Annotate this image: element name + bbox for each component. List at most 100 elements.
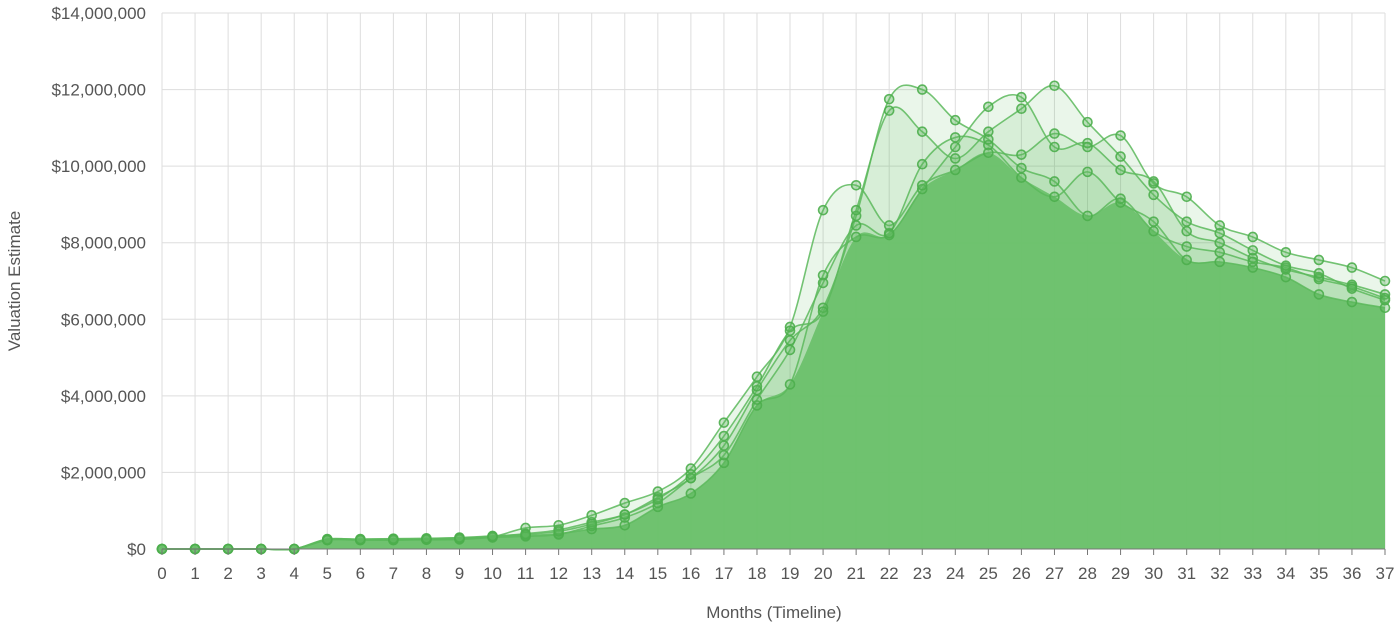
data-point[interactable] — [1148, 225, 1159, 237]
data-point[interactable] — [1313, 268, 1325, 279]
data-point[interactable] — [916, 84, 928, 95]
data-point[interactable] — [1049, 176, 1060, 187]
data-point[interactable] — [817, 277, 829, 289]
data-point[interactable] — [718, 430, 730, 442]
data-point[interactable] — [883, 220, 895, 231]
data-point[interactable] — [619, 519, 631, 531]
data-point[interactable] — [949, 153, 961, 164]
data-point[interactable] — [1049, 141, 1060, 153]
data-point[interactable] — [1247, 256, 1259, 268]
data-point[interactable] — [1247, 231, 1259, 243]
data-point[interactable] — [1379, 275, 1391, 287]
data-point[interactable] — [1049, 128, 1060, 139]
data-point[interactable] — [916, 126, 928, 137]
data-point[interactable] — [1082, 166, 1093, 178]
data-point[interactable] — [1181, 225, 1192, 237]
data-point[interactable] — [1115, 193, 1126, 204]
data-point[interactable] — [1214, 220, 1226, 231]
data-point[interactable] — [487, 530, 498, 542]
data-point[interactable] — [421, 532, 432, 544]
data-point[interactable] — [1148, 189, 1159, 201]
data-point[interactable] — [784, 379, 796, 390]
data-point[interactable] — [619, 512, 631, 523]
data-point[interactable] — [718, 440, 730, 451]
data-point[interactable] — [685, 488, 697, 499]
data-point[interactable] — [916, 158, 928, 170]
data-point[interactable] — [1346, 296, 1358, 308]
data-point[interactable] — [1313, 289, 1325, 300]
data-point[interactable] — [652, 486, 664, 497]
data-point[interactable] — [1214, 237, 1226, 249]
data-point[interactable] — [850, 179, 862, 191]
data-point[interactable] — [1346, 262, 1358, 273]
data-point[interactable] — [1379, 294, 1391, 306]
data-point[interactable] — [718, 457, 730, 469]
data-point[interactable] — [718, 449, 730, 461]
data-point[interactable] — [883, 93, 895, 105]
data-point[interactable] — [1082, 116, 1093, 128]
data-point[interactable] — [321, 534, 333, 546]
data-point[interactable] — [619, 497, 631, 509]
data-point[interactable] — [916, 179, 928, 191]
data-point[interactable] — [1148, 216, 1159, 227]
data-point[interactable] — [1049, 191, 1060, 203]
data-point[interactable] — [817, 269, 829, 281]
data-point[interactable] — [1247, 245, 1259, 256]
data-point[interactable] — [685, 469, 697, 480]
data-point[interactable] — [883, 105, 895, 116]
data-point[interactable] — [1016, 149, 1027, 160]
data-point[interactable] — [355, 533, 366, 545]
data-point[interactable] — [652, 493, 664, 505]
data-point[interactable] — [1115, 130, 1126, 141]
data-point[interactable] — [1280, 271, 1292, 283]
data-point[interactable] — [850, 220, 862, 231]
data-point[interactable] — [1115, 151, 1126, 162]
data-point[interactable] — [619, 509, 631, 520]
data-point[interactable] — [1016, 172, 1027, 183]
data-point[interactable] — [983, 126, 994, 137]
data-point[interactable] — [1313, 254, 1325, 266]
data-point[interactable] — [784, 335, 796, 346]
data-point[interactable] — [1181, 241, 1192, 252]
data-point[interactable] — [388, 533, 399, 544]
data-point[interactable] — [817, 306, 829, 317]
data-point[interactable] — [983, 101, 994, 113]
data-point[interactable] — [1115, 164, 1126, 176]
data-point[interactable] — [1082, 141, 1093, 153]
data-point[interactable] — [883, 227, 895, 239]
data-point[interactable] — [784, 325, 796, 337]
data-point[interactable] — [1214, 227, 1226, 239]
data-point[interactable] — [817, 204, 829, 216]
data-point[interactable] — [784, 344, 796, 356]
data-point[interactable] — [949, 164, 961, 176]
data-point[interactable] — [1049, 80, 1060, 92]
data-point[interactable] — [949, 114, 961, 126]
data-point[interactable] — [751, 380, 763, 392]
data-point[interactable] — [1082, 210, 1093, 222]
data-point[interactable] — [1280, 246, 1292, 258]
data-point[interactable] — [718, 417, 730, 428]
data-point[interactable] — [520, 529, 531, 540]
data-point[interactable] — [850, 204, 862, 216]
data-point[interactable] — [1148, 178, 1159, 189]
data-point[interactable] — [586, 518, 598, 530]
data-point[interactable] — [1016, 162, 1027, 174]
data-point[interactable] — [1214, 246, 1226, 258]
data-point[interactable] — [949, 132, 961, 143]
data-point[interactable] — [751, 371, 763, 383]
data-point[interactable] — [1016, 103, 1027, 115]
data-point[interactable] — [850, 231, 862, 243]
data-point[interactable] — [983, 147, 994, 159]
data-point[interactable] — [454, 532, 465, 543]
data-point[interactable] — [1181, 216, 1192, 227]
data-point[interactable] — [983, 134, 994, 145]
data-point[interactable] — [949, 141, 961, 153]
data-point[interactable] — [1214, 256, 1226, 268]
data-point[interactable] — [553, 526, 564, 537]
data-point[interactable] — [1181, 254, 1192, 266]
data-point[interactable] — [1016, 91, 1027, 103]
data-point[interactable] — [1280, 260, 1292, 271]
data-point[interactable] — [1346, 283, 1358, 294]
data-point[interactable] — [586, 510, 598, 521]
data-point[interactable] — [1181, 191, 1192, 203]
